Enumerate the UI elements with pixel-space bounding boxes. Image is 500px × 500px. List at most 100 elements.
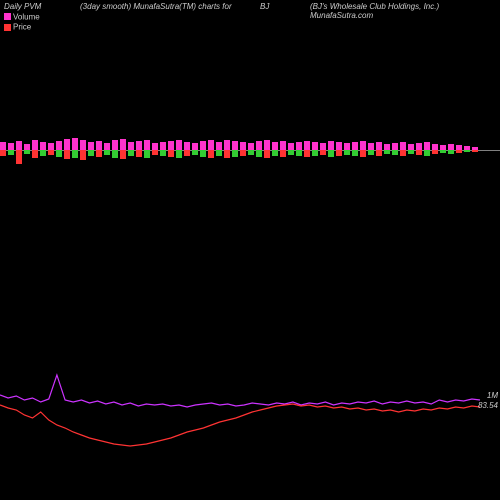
volume-price-bar-chart xyxy=(0,120,480,180)
volume-bar-down xyxy=(8,150,14,155)
volume-bar-up xyxy=(424,142,430,150)
volume-bar-down xyxy=(216,150,222,156)
series-line xyxy=(0,375,480,407)
chart-header: Daily PVM (3day smooth) MunafaSutra(TM) … xyxy=(0,2,500,13)
legend-label: Volume xyxy=(13,12,40,21)
volume-bar-down xyxy=(184,150,190,156)
volume-bar-down xyxy=(384,150,390,154)
header-subtitle: (3day smooth) MunafaSutra(TM) charts for xyxy=(80,2,232,11)
volume-bar-up xyxy=(88,142,94,150)
volume-bar-up xyxy=(192,143,198,150)
volume-bar-down xyxy=(88,150,94,156)
volume-bar-up xyxy=(320,143,326,150)
volume-bar-up xyxy=(352,142,358,150)
volume-bar-down xyxy=(80,150,86,160)
volume-bar-down xyxy=(40,150,46,156)
header-left: Daily PVM xyxy=(4,2,41,11)
volume-bar-up xyxy=(224,140,230,150)
series-line xyxy=(0,404,480,446)
volume-bar-down xyxy=(176,150,182,158)
volume-bar-down xyxy=(144,150,150,158)
volume-bar-up xyxy=(40,142,46,150)
volume-bar-down xyxy=(464,150,470,152)
volume-bar-up xyxy=(144,140,150,150)
volume-bar-up xyxy=(64,139,70,150)
volume-bar-up xyxy=(168,141,174,150)
volume-bar-down xyxy=(16,150,22,164)
volume-bar-down xyxy=(376,150,382,156)
volume-bar-down xyxy=(392,150,398,155)
volume-bar-up xyxy=(296,142,302,150)
volume-bar-up xyxy=(136,141,142,150)
volume-bar-down xyxy=(416,150,422,155)
volume-bar-down xyxy=(296,150,302,156)
volume-bar-down xyxy=(24,150,30,154)
volume-bar-down xyxy=(432,150,438,154)
volume-bar-down xyxy=(200,150,206,157)
volume-bar-up xyxy=(392,143,398,150)
volume-bar-up xyxy=(120,139,126,150)
volume-bar-down xyxy=(320,150,326,155)
volume-bar-down xyxy=(56,150,62,157)
volume-bar-down xyxy=(232,150,238,157)
volume-bar-down xyxy=(248,150,254,155)
volume-bar-down xyxy=(48,150,54,155)
volume-bar-up xyxy=(264,140,270,150)
volume-bar-up xyxy=(48,143,54,150)
volume-bar-down xyxy=(472,150,478,152)
header-ticker: BJ xyxy=(260,2,269,11)
volume-bar-down xyxy=(360,150,366,157)
line-chart-svg: 1M83.54 xyxy=(0,360,500,480)
legend-swatch xyxy=(4,24,11,31)
volume-bar-up xyxy=(312,142,318,150)
y-axis-label: 1M xyxy=(487,391,498,400)
volume-bar-down xyxy=(0,150,6,156)
volume-bar-down xyxy=(96,150,102,157)
volume-bar-down xyxy=(72,150,78,158)
volume-bar-down xyxy=(192,150,198,155)
volume-bar-down xyxy=(280,150,286,157)
volume-bar-down xyxy=(112,150,118,158)
volume-bar-down xyxy=(448,150,454,154)
volume-bar-up xyxy=(160,142,166,150)
volume-bar-down xyxy=(160,150,166,156)
legend-label: Price xyxy=(13,23,31,32)
volume-bar-down xyxy=(168,150,174,157)
y-axis-label: 83.54 xyxy=(478,401,499,410)
volume-bar-up xyxy=(288,143,294,150)
volume-bar-down xyxy=(424,150,430,156)
volume-bar-up xyxy=(336,142,342,150)
volume-bar-up xyxy=(216,142,222,150)
volume-bar-up xyxy=(232,141,238,150)
volume-bar-down xyxy=(352,150,358,156)
volume-bar-down xyxy=(32,150,38,158)
volume-bar-up xyxy=(32,140,38,150)
volume-bar-down xyxy=(312,150,318,156)
volume-bar-down xyxy=(136,150,142,157)
volume-bar-down xyxy=(368,150,374,155)
volume-bar-up xyxy=(8,143,14,150)
volume-bar-up xyxy=(280,141,286,150)
price-volume-line-chart: 1M83.54 xyxy=(0,360,500,480)
volume-bar-up xyxy=(256,141,262,150)
volume-bar-up xyxy=(152,143,158,150)
volume-bar-up xyxy=(0,142,6,150)
volume-bar-down xyxy=(328,150,334,157)
chart-legend: Volume Price xyxy=(4,12,40,33)
volume-bar-down xyxy=(344,150,350,155)
volume-bar-up xyxy=(200,141,206,150)
volume-bar-down xyxy=(304,150,310,157)
legend-item: Volume xyxy=(4,12,40,21)
volume-bar-down xyxy=(336,150,342,156)
volume-bar-up xyxy=(376,142,382,150)
volume-bar-up xyxy=(328,141,334,150)
volume-bar-up xyxy=(56,141,62,150)
volume-bar-down xyxy=(456,150,462,153)
volume-bar-up xyxy=(272,142,278,150)
volume-bar-up xyxy=(400,142,406,150)
volume-bar-up xyxy=(344,143,350,150)
volume-bar-down xyxy=(440,150,446,153)
volume-bar-down xyxy=(256,150,262,157)
volume-bar-up xyxy=(360,141,366,150)
volume-bar-up xyxy=(184,142,190,150)
